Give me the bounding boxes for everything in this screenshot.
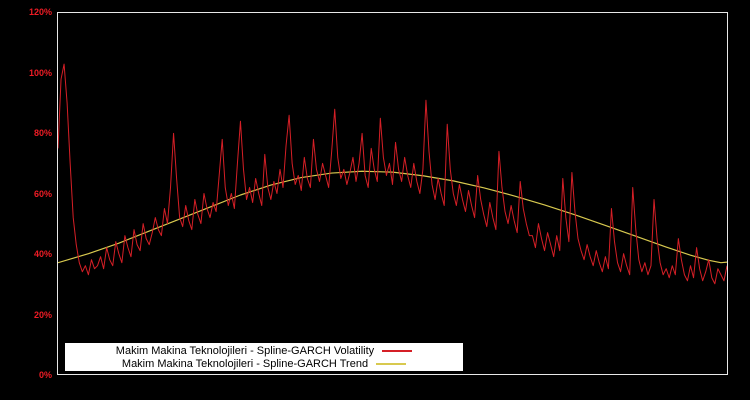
y-axis-tick: 40% bbox=[33, 249, 52, 259]
chart-plot-area: Makim Makina Teknolojileri - Spline-GARC… bbox=[57, 12, 728, 375]
y-axis-tick: 100% bbox=[28, 67, 52, 78]
legend-line-volatility-icon bbox=[382, 349, 413, 352]
y-axis-tick: 120% bbox=[28, 7, 52, 17]
chart-canvas bbox=[58, 13, 727, 374]
legend-label-trend: Makim Makina Teknolojileri - Spline-GARC… bbox=[121, 357, 369, 370]
legend-line-trend-icon bbox=[376, 362, 407, 365]
y-axis-tick: 0% bbox=[38, 370, 52, 380]
y-axis-tick: 60% bbox=[33, 188, 52, 199]
y-axis-tick: 80% bbox=[33, 128, 52, 138]
legend: Makim Makina Teknolojileri - Spline-GARC… bbox=[65, 343, 463, 371]
legend-label-volatility: Makim Makina Teknolojileri - Spline-GARC… bbox=[115, 344, 375, 357]
y-axis-tick: 20% bbox=[33, 309, 52, 320]
legend-item-trend: Makim Makina Teknolojileri - Spline-GARC… bbox=[65, 357, 463, 370]
legend-item-volatility: Makim Makina Teknolojileri - Spline-GARC… bbox=[65, 344, 463, 357]
